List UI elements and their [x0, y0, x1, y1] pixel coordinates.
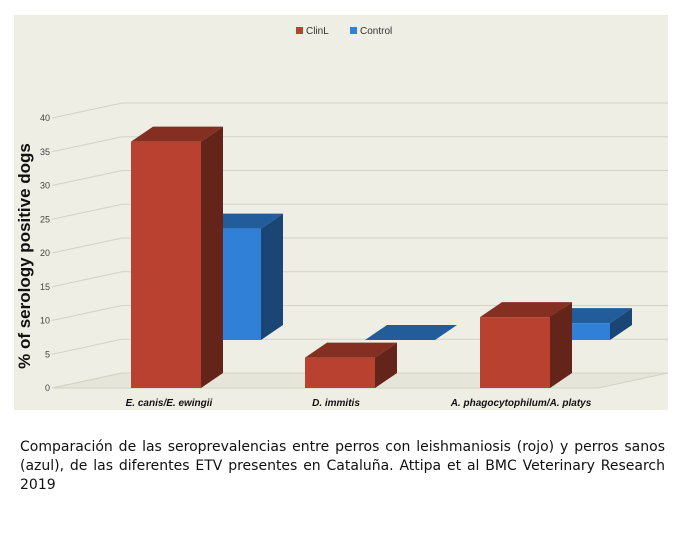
y-tick-label-1: 5: [45, 349, 50, 359]
y-tick-labels: 0 5 10 15 20 25 30 35 40: [40, 113, 50, 393]
bar-control-1: [365, 325, 457, 340]
bar-clinl-1-top: [305, 342, 397, 358]
bar-control-1-top: [365, 325, 457, 340]
y-tick-label-0: 0: [45, 383, 50, 393]
bar-clinl-1-front: [305, 357, 375, 388]
chart-panel: 0 5 10 15 20 25 30 35 40 % of serology positive d…: [14, 15, 668, 410]
x-category-label-0: E. canis/E. ewingii: [126, 398, 213, 409]
legend-swatch-1: [350, 27, 357, 34]
gridline-side-3: [51, 271, 123, 288]
bar-clinl-0-front: [131, 141, 201, 388]
bar-clinl-0-top: [131, 126, 223, 142]
y-tick-label-8: 40: [40, 113, 50, 123]
y-tick-label-3: 15: [40, 282, 50, 292]
legend-swatch-0: [296, 27, 303, 34]
bar-clinl-2-top: [480, 302, 572, 318]
bar-control-2-side: [610, 308, 632, 340]
x-category-label-2: A. phagocytophilum/A. platys: [450, 398, 592, 409]
bar-clinl-0: [131, 126, 223, 388]
gridline-side-6: [51, 170, 123, 186]
bars: [131, 126, 632, 388]
y-tick-label-7: 35: [40, 147, 50, 157]
x-category-labels: E. canis/E. ewingii D. immitis A. phagocyt…: [126, 398, 592, 409]
bar-clinl-2-front: [480, 317, 550, 388]
gridline-side-4: [51, 237, 123, 254]
figure-caption: Comparación de las seroprevalencias entr…: [20, 439, 665, 493]
bar-clinl-0-side: [201, 126, 223, 388]
legend-label-0: ClinL: [306, 26, 329, 37]
gridline-side-2: [51, 305, 123, 321]
legend-label-1: Control: [360, 26, 392, 37]
y-axis-label: % of serology positive dogs: [15, 143, 34, 369]
y-tick-label-5: 25: [40, 214, 50, 224]
gridline-side-1: [51, 338, 123, 355]
bar-control-0-side: [261, 213, 283, 340]
legend: ClinL Control: [296, 26, 392, 37]
gridline-side-0: [51, 372, 123, 389]
bar-clinl-2: [480, 302, 572, 388]
y-tick-label-6: 30: [40, 181, 50, 191]
gridline-side-5: [51, 203, 123, 220]
bar-clinl-1: [305, 342, 397, 388]
x-category-label-1: D. immitis: [312, 398, 360, 409]
bar-clinl-2-side: [550, 302, 572, 388]
bar-chart: 0 5 10 15 20 25 30 35 40 % of serology positive d…: [14, 15, 668, 410]
gridline-side-8: [51, 102, 123, 119]
bar-clinl-1-side: [375, 342, 397, 388]
gridline-side-7: [51, 136, 123, 153]
y-tick-label-4: 20: [40, 248, 50, 258]
y-tick-label-2: 10: [40, 316, 50, 326]
